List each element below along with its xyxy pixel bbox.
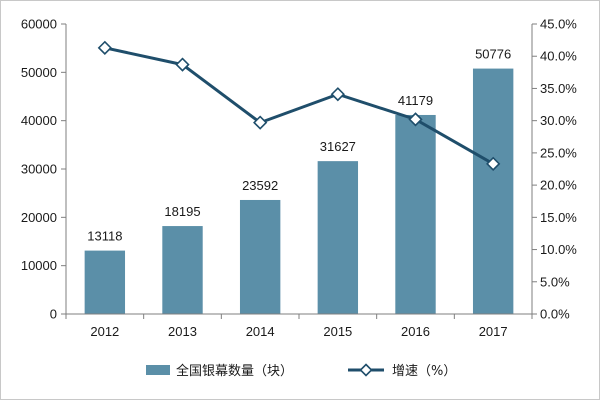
bar-data-labels: 13118 18195 23592 31627 41179 50776 bbox=[87, 47, 511, 244]
left-tick-label-40000: 40000 bbox=[21, 113, 57, 128]
left-y-axis: 0 10000 20000 30000 40000 50000 60000 bbox=[21, 17, 66, 322]
legend-entry-line: 增速（%） bbox=[392, 364, 456, 379]
data-label-2012: 13118 bbox=[87, 229, 122, 244]
x-axis: 2012 2013 2014 2015 2016 2017 bbox=[65, 314, 533, 339]
right-tick-label-5.0%: 5.0% bbox=[540, 274, 570, 289]
x-tick-label-2013: 2013 bbox=[168, 324, 197, 339]
growth-point-2017 bbox=[486, 156, 501, 171]
right-tick-label-25.0%: 25.0% bbox=[540, 145, 577, 160]
x-tick-label-2016: 2016 bbox=[401, 324, 430, 339]
legend-diamond-marker bbox=[359, 363, 373, 377]
x-tick-label-2014: 2014 bbox=[246, 324, 275, 339]
left-tick-label-30000: 30000 bbox=[21, 162, 57, 177]
legend: 全国银幕数量（块） 增速（%） bbox=[146, 363, 456, 379]
right-tick-label-40.0%: 40.0% bbox=[540, 49, 577, 64]
right-tick-label-35.0%: 35.0% bbox=[540, 81, 577, 96]
bar-2015 bbox=[317, 161, 359, 314]
right-tick-label-20.0%: 20.0% bbox=[540, 178, 577, 193]
line-series bbox=[97, 40, 501, 171]
data-label-2015: 31627 bbox=[320, 139, 356, 154]
legend-bar-swatch bbox=[146, 365, 170, 375]
x-tick-label-2017: 2017 bbox=[479, 324, 508, 339]
right-tick-label-0.0%: 0.0% bbox=[540, 307, 570, 322]
x-tick-label-2012: 2012 bbox=[90, 324, 119, 339]
right-tick-label-10.0%: 10.0% bbox=[540, 242, 577, 257]
bar-2016 bbox=[395, 114, 436, 314]
right-tick-label-15.0%: 15.0% bbox=[540, 210, 577, 225]
right-tick-label-45.0%: 45.0% bbox=[540, 17, 577, 32]
legend-entry-bar: 全国银幕数量（块） bbox=[176, 363, 293, 379]
data-label-2014: 23592 bbox=[242, 178, 278, 193]
data-label-2017: 50776 bbox=[475, 47, 511, 62]
growth-point-2016 bbox=[408, 112, 423, 127]
x-tick-label-2015: 2015 bbox=[323, 324, 352, 339]
left-tick-label-60000: 60000 bbox=[21, 17, 57, 32]
left-tick-label-0: 0 bbox=[50, 307, 57, 322]
bar-2013 bbox=[162, 226, 203, 314]
bar-series bbox=[84, 68, 514, 314]
growth-point-2013 bbox=[175, 57, 190, 72]
left-tick-label-50000: 50000 bbox=[21, 65, 57, 80]
bar-2014 bbox=[239, 199, 281, 314]
growth-point-2014 bbox=[253, 115, 268, 130]
growth-point-2012 bbox=[97, 40, 112, 55]
right-y-axis: 0.0% 5.0% 10.0% 15.0% 20.0% 25.0% 30.0% 35.0% 40… bbox=[532, 17, 577, 322]
growth-line bbox=[104, 46, 494, 166]
left-tick-label-20000: 20000 bbox=[21, 210, 57, 225]
bar-2017 bbox=[472, 68, 514, 314]
bar-2012 bbox=[84, 250, 126, 314]
data-label-2016: 41179 bbox=[398, 93, 433, 108]
right-tick-label-30.0%: 30.0% bbox=[540, 113, 577, 128]
growth-point-2015 bbox=[330, 87, 345, 102]
left-tick-label-10000: 10000 bbox=[21, 258, 57, 273]
data-label-2013: 18195 bbox=[164, 204, 200, 219]
